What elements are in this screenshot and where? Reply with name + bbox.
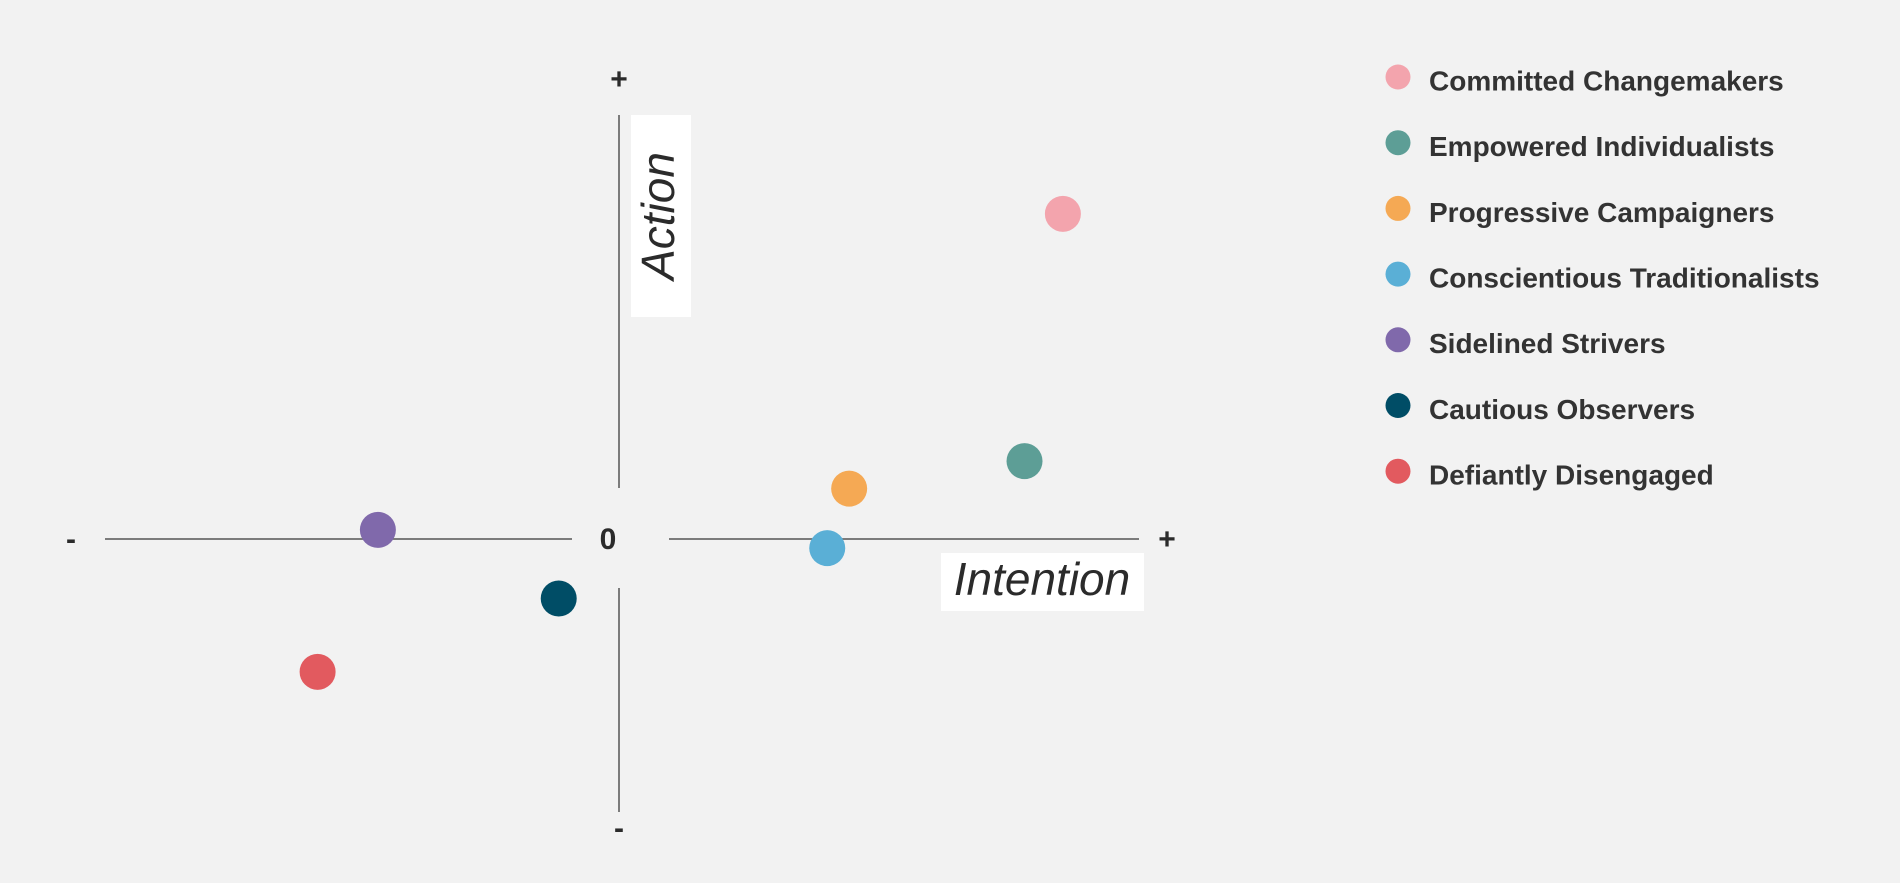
point (540, 580, 577, 617)
point (299, 653, 336, 690)
legend-label: Empowered Individualists (1429, 131, 1774, 162)
x-tick-label: - (66, 523, 76, 556)
x-tick-label: + (1158, 523, 1176, 556)
point (831, 470, 868, 507)
legend-label: Committed Changemakers (1429, 65, 1784, 96)
y-tick-label: - (614, 812, 624, 845)
x-title-box (941, 553, 1144, 611)
legend-swatch (1385, 393, 1411, 418)
legend-label: Defiantly Disengaged (1429, 460, 1714, 491)
y-title-box (631, 115, 691, 317)
legend-swatch (1385, 195, 1411, 221)
point (359, 511, 396, 548)
x-tick-label: 0 (600, 523, 617, 556)
x-axis-title: Intention (954, 553, 1130, 605)
y-tick-label: + (610, 63, 628, 96)
legend-label: Cautious Observers (1429, 394, 1695, 425)
legend-swatch (1385, 130, 1411, 156)
legend-swatch (1385, 64, 1411, 90)
y-axis-title: Action (632, 152, 684, 283)
legend-label: Sidelined Strivers (1429, 328, 1666, 359)
legend-label: Conscientious Traditionalists (1429, 262, 1820, 293)
legend-swatch (1385, 327, 1411, 353)
point (809, 530, 846, 567)
legend-label: Progressive Campaigners (1429, 197, 1775, 228)
legend-swatch (1385, 458, 1411, 484)
point (1006, 443, 1043, 480)
legend-swatch (1385, 261, 1411, 287)
point (1044, 195, 1081, 232)
